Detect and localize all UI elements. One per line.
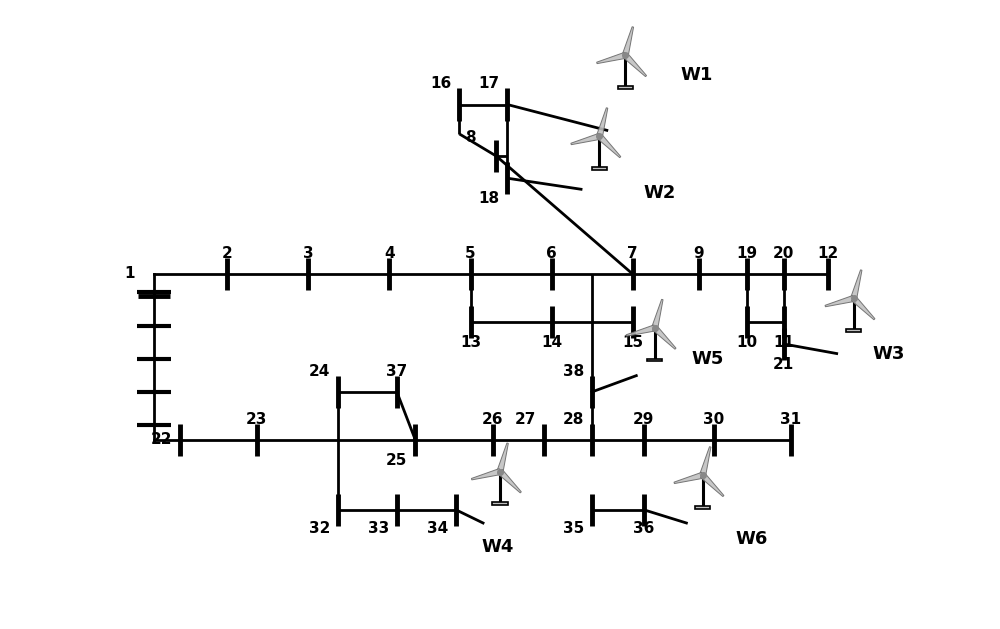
Bar xyxy=(647,359,662,361)
Text: 1: 1 xyxy=(124,267,135,282)
Polygon shape xyxy=(851,270,862,299)
Text: 4: 4 xyxy=(384,246,395,261)
Polygon shape xyxy=(851,296,875,320)
Text: 28: 28 xyxy=(563,413,584,427)
Polygon shape xyxy=(623,53,647,77)
Bar xyxy=(846,329,861,331)
Text: 22: 22 xyxy=(150,432,172,447)
Text: 5: 5 xyxy=(465,246,476,261)
Text: 17: 17 xyxy=(478,76,500,91)
Text: 34: 34 xyxy=(427,521,448,536)
Text: W2: W2 xyxy=(644,184,676,202)
Polygon shape xyxy=(700,473,724,496)
Bar xyxy=(618,86,633,89)
Text: W5: W5 xyxy=(692,350,724,368)
Polygon shape xyxy=(497,443,508,472)
Text: 35: 35 xyxy=(563,521,584,536)
Text: 30: 30 xyxy=(703,413,724,427)
Polygon shape xyxy=(700,447,711,476)
Text: 38: 38 xyxy=(563,364,584,379)
Text: 8: 8 xyxy=(465,130,476,145)
Text: 9: 9 xyxy=(694,246,704,261)
Bar xyxy=(592,167,607,170)
Text: 29: 29 xyxy=(633,413,654,427)
Text: 3: 3 xyxy=(303,246,314,261)
Text: 33: 33 xyxy=(368,521,389,536)
Text: 16: 16 xyxy=(430,76,452,91)
Text: 12: 12 xyxy=(817,246,838,261)
Text: 37: 37 xyxy=(386,364,407,379)
Polygon shape xyxy=(597,52,626,64)
Polygon shape xyxy=(626,325,656,337)
Text: 21: 21 xyxy=(773,357,794,372)
Text: 36: 36 xyxy=(633,521,654,536)
Text: W3: W3 xyxy=(872,345,904,362)
Polygon shape xyxy=(622,26,634,56)
Text: 24: 24 xyxy=(309,364,330,379)
Polygon shape xyxy=(652,299,663,329)
Bar xyxy=(695,506,710,509)
Text: W4: W4 xyxy=(482,538,514,555)
Polygon shape xyxy=(571,133,600,145)
Text: 31: 31 xyxy=(780,413,802,427)
Text: 14: 14 xyxy=(541,335,562,350)
Text: 13: 13 xyxy=(460,335,481,350)
Text: 25: 25 xyxy=(386,453,408,468)
Text: 20: 20 xyxy=(773,246,794,261)
Text: 32: 32 xyxy=(309,521,330,536)
Text: 19: 19 xyxy=(736,246,757,261)
Text: 26: 26 xyxy=(482,413,503,427)
Bar xyxy=(492,503,508,505)
Polygon shape xyxy=(653,326,676,349)
Polygon shape xyxy=(674,472,703,484)
Polygon shape xyxy=(597,134,621,158)
Polygon shape xyxy=(596,108,608,137)
Text: 7: 7 xyxy=(627,246,638,261)
Polygon shape xyxy=(471,469,501,480)
Polygon shape xyxy=(825,296,854,307)
Text: 27: 27 xyxy=(515,413,536,427)
Polygon shape xyxy=(498,469,521,493)
Text: 23: 23 xyxy=(246,413,268,427)
Text: 6: 6 xyxy=(546,246,557,261)
Text: 10: 10 xyxy=(736,335,757,350)
Text: 2: 2 xyxy=(222,246,233,261)
Text: W6: W6 xyxy=(736,530,768,548)
Text: 18: 18 xyxy=(478,191,500,206)
Text: W1: W1 xyxy=(680,66,713,84)
Text: 15: 15 xyxy=(622,335,643,350)
Text: 11: 11 xyxy=(773,335,794,350)
